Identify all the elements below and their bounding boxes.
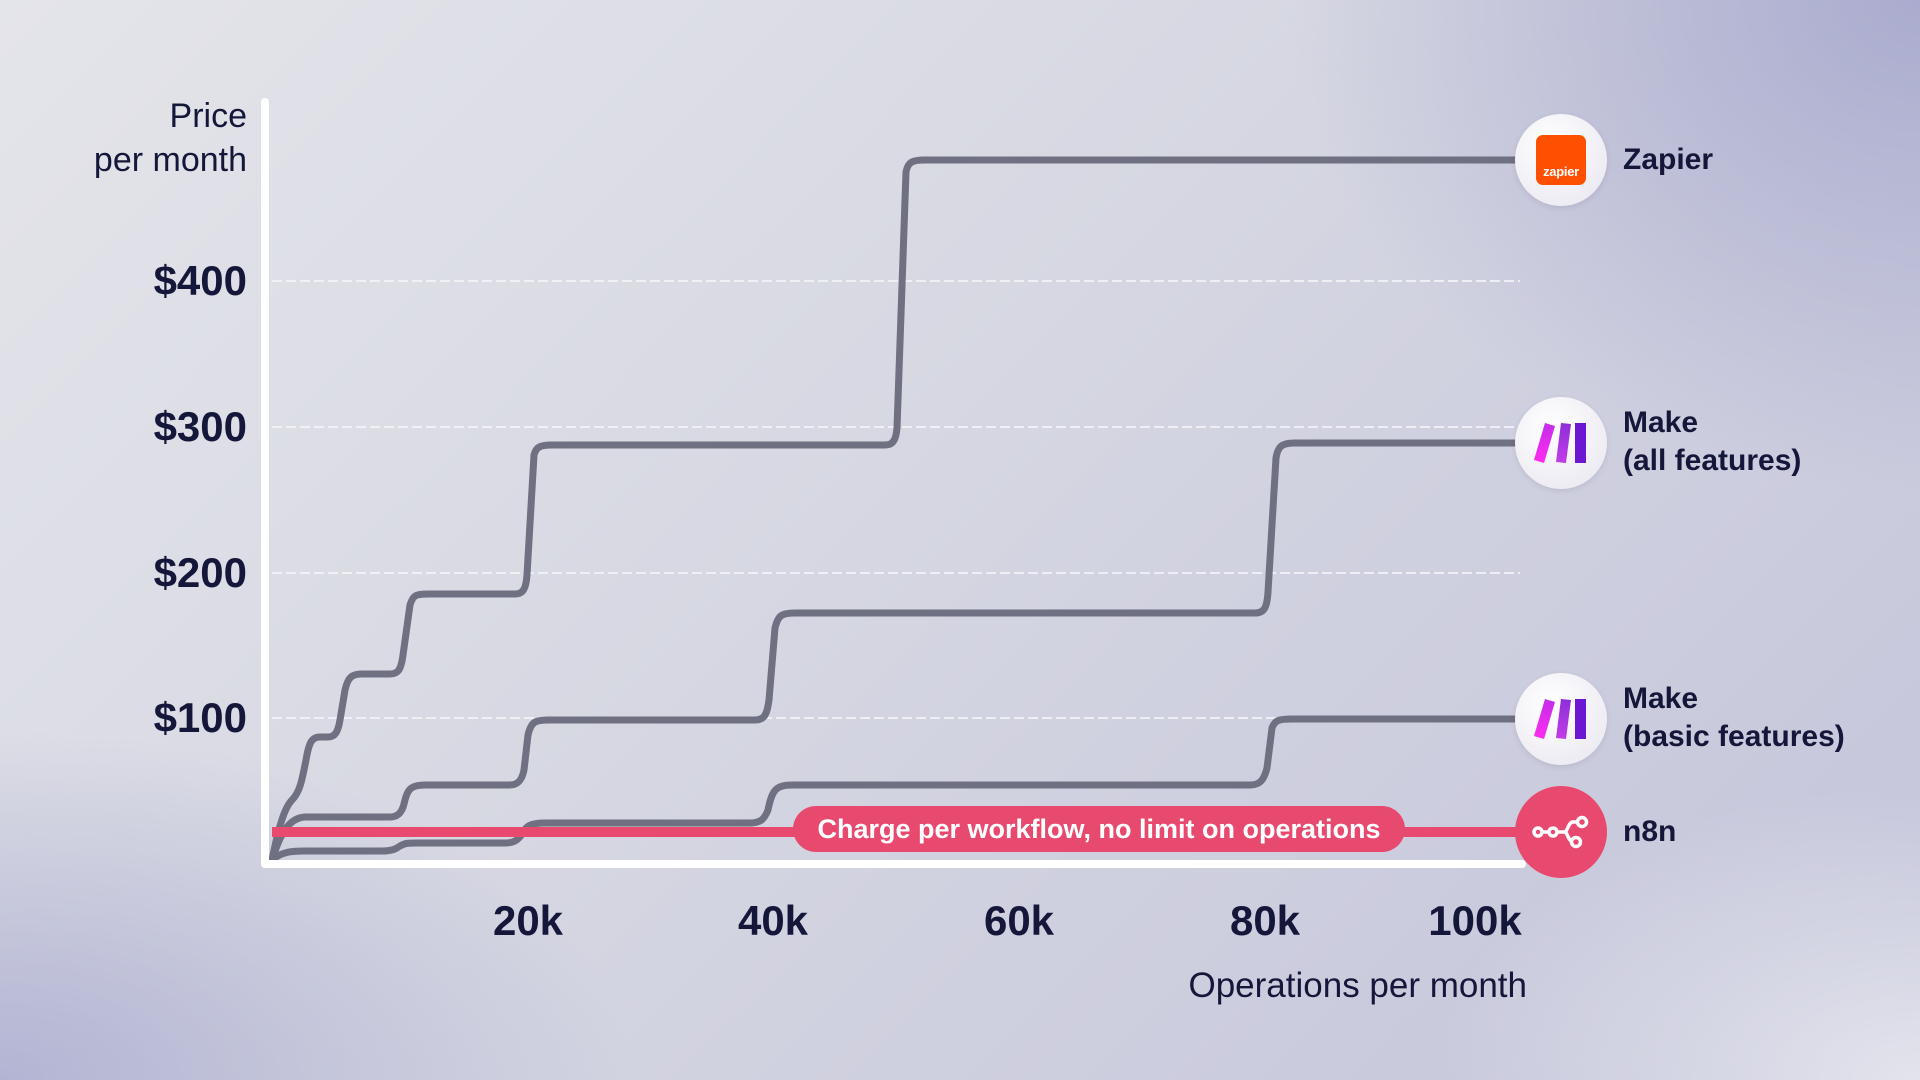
zapier-badge: zapier	[1515, 114, 1607, 206]
n8n-annotation-text: Charge per workflow, no limit on operati…	[817, 813, 1381, 844]
legend-make-basic-line2: (basic features)	[1623, 720, 1845, 753]
y-tick-200: $200	[153, 549, 247, 596]
series-make-basic-line	[268, 715, 1519, 864]
make-basic-badge	[1515, 673, 1607, 765]
y-tick-100: $100	[153, 694, 247, 741]
legend-make-basic-label: Make (basic features)	[1623, 680, 1845, 756]
x-tick-100k: 100k	[1428, 897, 1522, 944]
y-tick-400: $400	[153, 257, 247, 304]
n8n-badge	[1515, 786, 1607, 878]
x-tick-40k: 40k	[737, 897, 809, 944]
y-axis-title: Price per month	[94, 94, 247, 182]
make-logo-icon	[1534, 699, 1586, 739]
y-axis-title-line1: Price	[169, 97, 247, 135]
legend-n8n-label: n8n	[1623, 815, 1677, 848]
n8n-logo-icon	[1532, 815, 1589, 849]
legend-zapier-label: Zapier	[1623, 143, 1714, 176]
legend-make-all-label: Make (all features)	[1623, 404, 1801, 480]
legend-make-all-line2: (all features)	[1623, 444, 1802, 477]
make-logo-icon	[1534, 423, 1586, 463]
x-axis-title: Operations per month	[1188, 966, 1527, 1005]
legend-make-all-line1: Make	[1623, 406, 1699, 439]
zapier-logo-text: zapier	[1543, 164, 1579, 179]
series-make-all-line	[268, 439, 1519, 864]
series-zapier-line	[268, 156, 1519, 864]
zapier-logo-icon: zapier	[1536, 135, 1586, 185]
y-tick-300: $300	[153, 403, 247, 450]
axes	[261, 98, 1526, 868]
x-tick-80k: 80k	[1229, 897, 1301, 944]
make-all-badge	[1515, 397, 1607, 489]
gridlines	[272, 280, 1520, 719]
legend-make-basic-line1: Make	[1623, 682, 1699, 715]
x-tick-20k: 20k	[492, 897, 564, 944]
n8n-annotation-pill: Charge per workflow, no limit on operati…	[793, 806, 1405, 852]
y-axis-title-line2: per month	[93, 141, 247, 179]
x-tick-60k: 60k	[983, 897, 1055, 944]
